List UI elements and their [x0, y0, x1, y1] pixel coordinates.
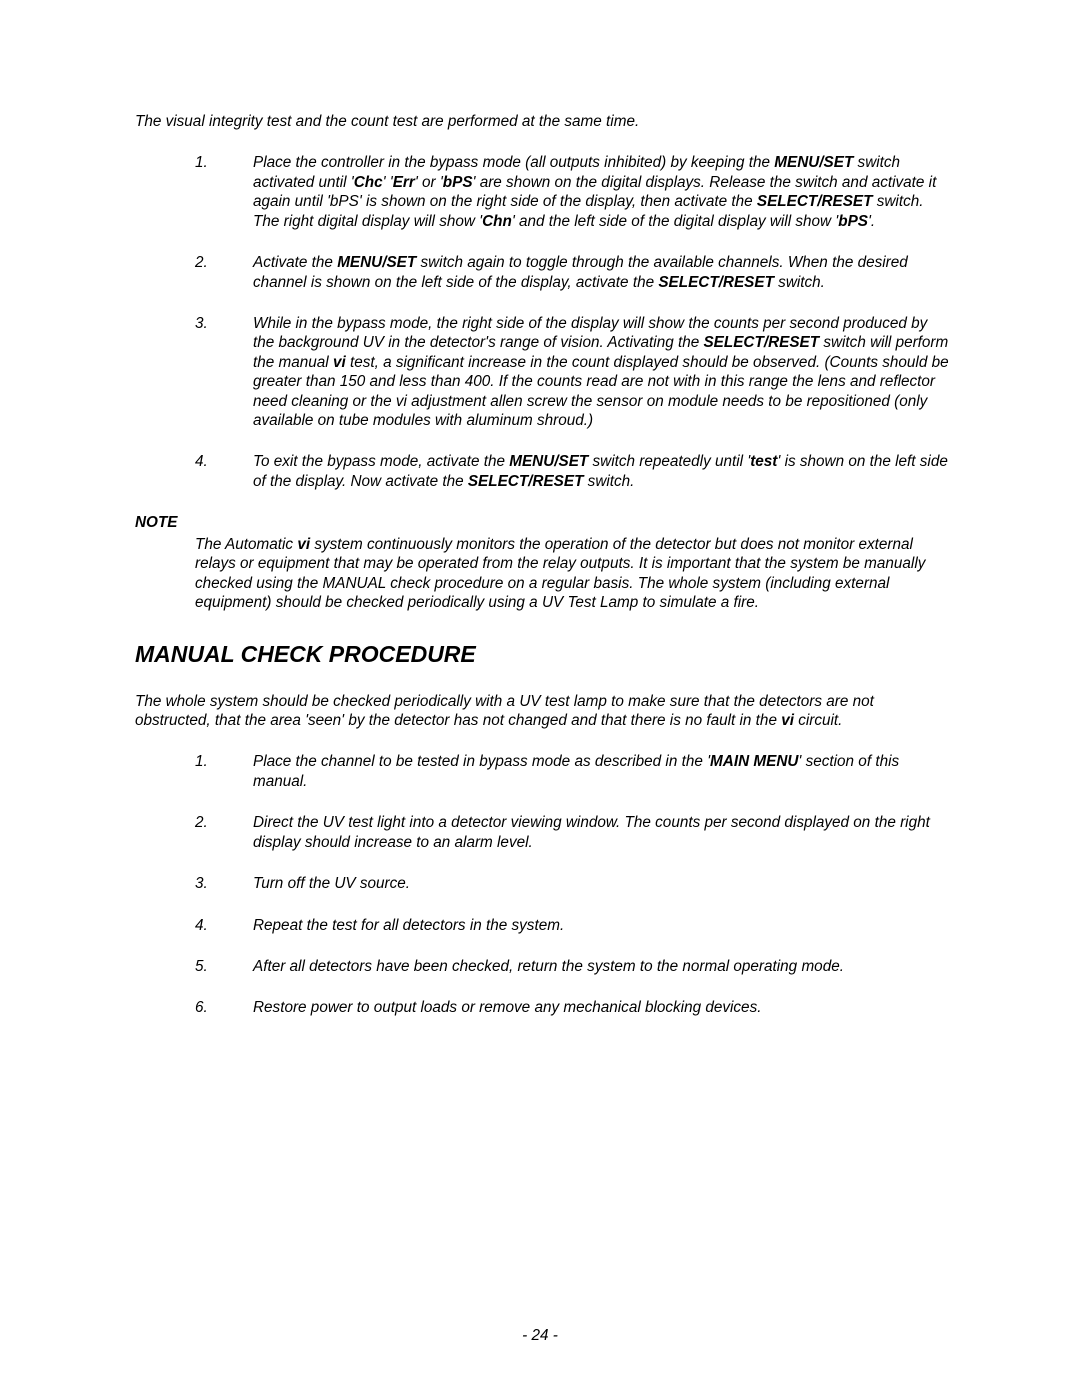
body-text: ' ' [383, 174, 393, 191]
list-item: 2.Activate the MENU/SET switch again to … [195, 253, 950, 292]
list-item-number: 4. [195, 916, 253, 935]
list-item-body: While in the bypass mode, the right side… [253, 314, 950, 431]
list-item: 5.After all detectors have been checked,… [195, 957, 950, 976]
list-item-body: Turn off the UV source. [253, 874, 950, 893]
intro-paragraph: The visual integrity test and the count … [135, 112, 950, 131]
procedure-intro-paragraph: The whole system should be checked perio… [135, 692, 950, 731]
bold-text: vi [781, 712, 794, 729]
body-text: The Automatic [195, 536, 297, 553]
body-text: switch. [774, 274, 825, 291]
bold-text: test [750, 453, 777, 470]
list-item-number: 3. [195, 874, 253, 893]
list-item-body: Activate the MENU/SET switch again to to… [253, 253, 950, 292]
ordered-list-1: 1.Place the controller in the bypass mod… [195, 153, 950, 491]
list-item: 6.Restore power to output loads or remov… [195, 998, 950, 1017]
list-item-number: 1. [195, 153, 253, 172]
bold-text: bPS [443, 174, 473, 191]
list-item-body: Repeat the test for all detectors in the… [253, 916, 950, 935]
list-item-number: 4. [195, 452, 253, 471]
body-text: '. [868, 213, 875, 230]
bold-text: SELECT/RESET [658, 274, 774, 291]
bold-text: MAIN MENU [710, 753, 798, 770]
bold-text: SELECT/RESET [468, 473, 584, 490]
list-item-body: Place the controller in the bypass mode … [253, 153, 950, 231]
bold-text: Chc [354, 174, 383, 191]
note-label: NOTE [135, 513, 950, 532]
bold-text: MENU/SET [337, 254, 416, 271]
bold-text: vi [333, 354, 346, 371]
list-item-body: Direct the UV test light into a detector… [253, 813, 950, 852]
body-text: Place the channel to be tested in bypass… [253, 753, 710, 770]
bold-text: MENU/SET [509, 453, 588, 470]
bold-text: SELECT/RESET [703, 334, 819, 351]
body-text: test, a significant increase in the coun… [253, 354, 949, 429]
body-text: Repeat the test for all detectors in the… [253, 917, 564, 934]
bold-text: Chn [482, 213, 512, 230]
body-text: Restore power to output loads or remove … [253, 999, 761, 1016]
section-heading: MANUAL CHECK PROCEDURE [135, 640, 950, 669]
list-item: 4.To exit the bypass mode, activate the … [195, 452, 950, 491]
body-text: After all detectors have been checked, r… [253, 958, 844, 975]
body-text: ' and the left side of the digital displ… [512, 213, 838, 230]
list-item-body: Restore power to output loads or remove … [253, 998, 950, 1017]
body-text: switch. [583, 473, 634, 490]
list-item-number: 2. [195, 253, 253, 272]
list-item: 2.Direct the UV test light into a detect… [195, 813, 950, 852]
body-text: The whole system should be checked perio… [135, 693, 874, 729]
list-item: 4.Repeat the test for all detectors in t… [195, 916, 950, 935]
list-item-number: 3. [195, 314, 253, 333]
body-text: Turn off the UV source. [253, 875, 410, 892]
bold-text: Err [393, 174, 415, 191]
body-text: switch repeatedly until ' [588, 453, 750, 470]
list-item: 1.Place the controller in the bypass mod… [195, 153, 950, 231]
list-item-body: To exit the bypass mode, activate the ME… [253, 452, 950, 491]
document-page: The visual integrity test and the count … [0, 0, 1080, 1397]
page-number: - 24 - [0, 1326, 1080, 1345]
note-body: The Automatic vi system continuously mon… [195, 535, 950, 613]
body-text: To exit the bypass mode, activate the [253, 453, 509, 470]
list-item-number: 5. [195, 957, 253, 976]
list-item-number: 1. [195, 752, 253, 771]
body-text: circuit. [794, 712, 842, 729]
ordered-list-2: 1.Place the channel to be tested in bypa… [195, 752, 950, 1017]
list-item: 3.Turn off the UV source. [195, 874, 950, 893]
list-item: 3.While in the bypass mode, the right si… [195, 314, 950, 431]
bold-text: bPS [838, 213, 868, 230]
body-text: Direct the UV test light into a detector… [253, 814, 930, 850]
list-item-number: 2. [195, 813, 253, 832]
list-item-number: 6. [195, 998, 253, 1017]
body-text: Activate the [253, 254, 337, 271]
bold-text: SELECT/RESET [757, 193, 873, 210]
bold-text: vi [297, 536, 310, 553]
list-item-body: After all detectors have been checked, r… [253, 957, 950, 976]
list-item: 1.Place the channel to be tested in bypa… [195, 752, 950, 791]
body-text: Place the controller in the bypass mode … [253, 154, 774, 171]
bold-text: MENU/SET [774, 154, 853, 171]
list-item-body: Place the channel to be tested in bypass… [253, 752, 950, 791]
body-text: ' or ' [415, 174, 443, 191]
